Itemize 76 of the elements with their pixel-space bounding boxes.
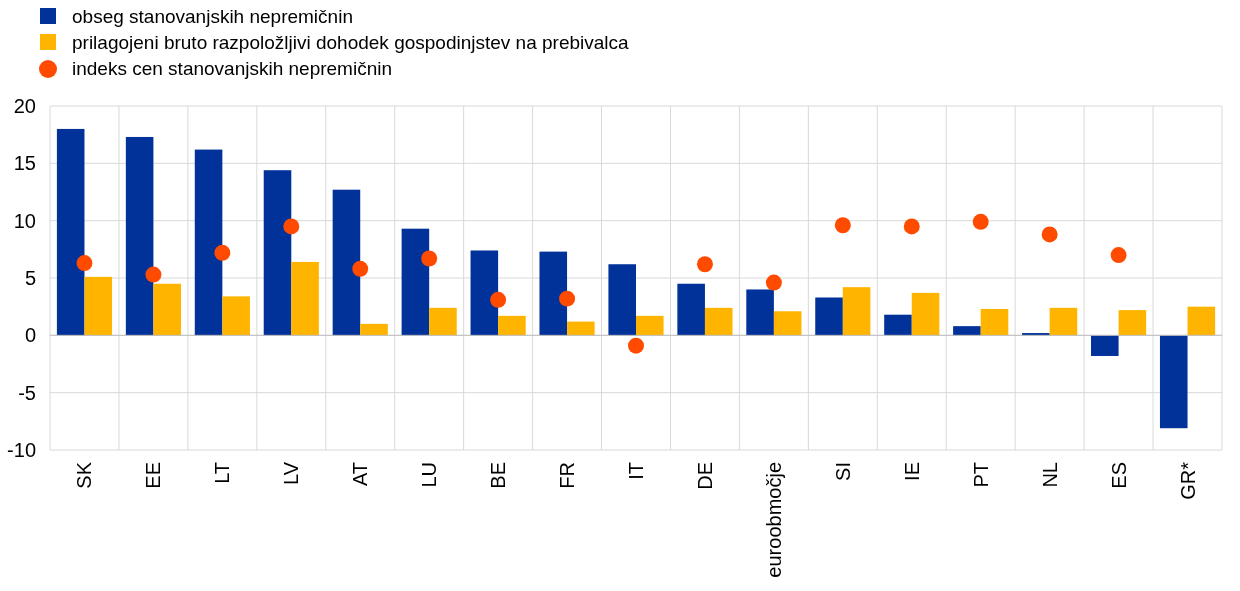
point (352, 260, 369, 277)
point (696, 256, 713, 273)
x-tick-label: EE (142, 462, 165, 489)
point (628, 337, 644, 354)
y-tick-label: -5 (18, 381, 36, 404)
bar (953, 326, 981, 336)
point (834, 217, 851, 234)
bar (1049, 307, 1078, 336)
y-tick-label: 15 (13, 152, 36, 175)
x-tick-label: SI (831, 462, 854, 481)
bar (842, 287, 871, 336)
x-tick-label: euroobmočje (762, 462, 785, 578)
point (145, 266, 162, 283)
bar (498, 315, 526, 336)
bar (773, 311, 802, 336)
bar (539, 251, 568, 336)
bar (1187, 306, 1216, 336)
legend-label: prilagojeni bruto razpoložljivi dohodek gospodinjstev na prebivalca (72, 31, 630, 53)
bar (194, 149, 223, 336)
x-tick-label: IT (625, 462, 647, 480)
x-tick-label: BE (487, 462, 510, 489)
bar (56, 128, 85, 336)
x-tick-label: IE (900, 462, 923, 481)
bar (980, 308, 1009, 336)
x-tick-label: AT (349, 462, 372, 487)
bar (153, 283, 181, 336)
bar (332, 189, 361, 336)
point (765, 274, 782, 291)
bar (884, 314, 912, 336)
x-tick-label: ES (1107, 462, 1130, 489)
y-tick-label: 5 (24, 267, 36, 289)
x-tick-label: GR* (1176, 461, 1199, 500)
bar (1159, 335, 1188, 429)
point (421, 250, 438, 267)
bar (677, 283, 705, 336)
bar (291, 261, 319, 336)
bar (429, 307, 457, 336)
x-tick-label: LU (418, 462, 441, 488)
bar (1091, 335, 1119, 356)
point (1041, 226, 1058, 243)
bar (636, 315, 664, 336)
point (283, 218, 300, 235)
point (1110, 247, 1127, 264)
bar (704, 307, 733, 336)
bar (608, 264, 636, 336)
bar (125, 136, 154, 336)
y-tick-label: 10 (13, 209, 36, 232)
y-tick-label: -10 (7, 439, 36, 461)
bar (84, 276, 113, 336)
x-tick-label: SK (73, 461, 96, 489)
point (972, 213, 989, 230)
x-tick-label: FR (556, 462, 579, 489)
bar (222, 296, 250, 336)
legend-label: obseg stanovanjskih nepremičnin (72, 5, 353, 27)
point (559, 290, 576, 307)
x-tick-label: PT (969, 462, 992, 488)
bar (815, 297, 843, 336)
bar (911, 292, 940, 336)
bar (1118, 310, 1147, 336)
bar (360, 323, 388, 336)
point (903, 218, 920, 235)
bar (263, 170, 292, 336)
legend-label: indeks cen stanovanjskih nepremičnin (72, 57, 393, 79)
point (214, 244, 231, 261)
y-tick-label: 20 (13, 95, 36, 117)
bar (470, 250, 499, 336)
bar (567, 321, 595, 336)
bar (746, 289, 774, 336)
point (76, 255, 93, 272)
bar (401, 228, 430, 336)
y-tick-label: 0 (24, 324, 36, 347)
x-tick-label: DE (693, 462, 716, 490)
x-tick-label: NL (1038, 462, 1061, 488)
x-tick-label: LT (211, 462, 234, 484)
x-tick-label: LV (280, 461, 303, 485)
point (490, 291, 507, 308)
